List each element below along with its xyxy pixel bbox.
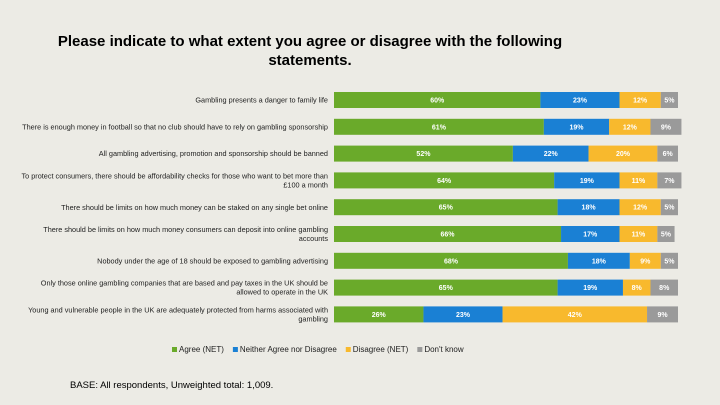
data-label: 65% — [439, 205, 454, 212]
data-label: 8% — [632, 285, 643, 292]
category-label: Nobody under the age of 18 should be exp… — [97, 256, 328, 265]
category-label: To protect consumers, there should be af… — [21, 172, 328, 190]
data-label: 5% — [661, 232, 672, 239]
bar-segment — [650, 118, 682, 135]
data-label: 19% — [570, 124, 585, 131]
legend-label: Neither Agree nor Disagree — [240, 345, 337, 354]
data-label: 5% — [664, 98, 675, 105]
category-label: Young and vulnerable people in the UK ar… — [28, 306, 328, 324]
data-label: 23% — [573, 98, 588, 105]
data-label: 42% — [568, 312, 583, 319]
data-label: 20% — [616, 151, 631, 158]
data-label: 19% — [580, 178, 595, 185]
data-label: 6% — [663, 151, 674, 158]
data-label: 12% — [633, 98, 648, 105]
data-label: 11% — [632, 178, 646, 185]
bar-segment — [619, 199, 661, 216]
data-label: 12% — [633, 205, 648, 212]
data-label: 7% — [664, 178, 675, 185]
bar-segment — [619, 226, 658, 242]
bar-segment — [334, 306, 424, 323]
bar-segment — [557, 199, 620, 216]
bar-segment — [657, 226, 675, 242]
data-label: 64% — [437, 178, 452, 185]
category-label: There should be limits on how much money… — [61, 203, 328, 212]
data-label: 12% — [623, 124, 638, 131]
data-label: 18% — [592, 258, 607, 265]
data-label: 60% — [430, 98, 445, 105]
base-note: BASE: All respondents, Unweighted total:… — [70, 380, 274, 391]
legend-swatch — [232, 347, 238, 352]
bar-segment — [561, 226, 620, 242]
data-label: 22% — [544, 151, 559, 158]
data-label: 52% — [416, 151, 431, 158]
bar-segment — [657, 145, 678, 162]
chart-title: Please indicate to what extent you agree… — [57, 33, 563, 69]
data-label: 68% — [444, 258, 459, 265]
data-label: 11% — [632, 232, 646, 239]
bar-segment — [334, 92, 541, 108]
data-label: 9% — [661, 124, 672, 131]
bar-segment — [619, 92, 661, 108]
data-label: 5% — [664, 258, 675, 265]
category-label: There is enough money in football so tha… — [22, 122, 328, 131]
bar-segment — [334, 226, 562, 242]
bar-segment — [647, 306, 678, 323]
bar-segment — [334, 118, 544, 135]
legend-swatch — [345, 347, 351, 352]
data-label: 5% — [664, 205, 675, 212]
category-label: Only those online gambling companies tha… — [41, 279, 328, 297]
data-label: 65% — [439, 285, 454, 292]
bar-segment — [660, 252, 678, 269]
data-label: 26% — [372, 312, 387, 319]
bar-segment — [609, 118, 651, 135]
data-label: 66% — [441, 232, 456, 239]
category-label: Gambling presents a danger to family lif… — [195, 96, 328, 105]
bar-segment — [334, 145, 513, 162]
data-label: 9% — [640, 258, 651, 265]
bar-segment — [540, 92, 620, 108]
legend-label: Disagree (NET) — [353, 345, 409, 354]
data-label: 61% — [432, 124, 447, 131]
category-label: All gambling advertising, promotion and … — [99, 149, 328, 158]
data-label: 8% — [659, 285, 670, 292]
data-label: 17% — [583, 232, 598, 239]
bar-segment — [588, 145, 658, 162]
bar-segment — [502, 306, 648, 323]
bar-segment — [334, 252, 568, 269]
legend-label: Agree (NET) — [179, 345, 224, 354]
legend-swatch — [417, 347, 423, 352]
legend-swatch — [172, 347, 177, 352]
bar-segment — [512, 145, 589, 162]
bar-segment — [619, 172, 658, 189]
bar-segment — [660, 92, 678, 108]
legend-label: Don't know — [424, 345, 464, 354]
bar-segment — [629, 252, 661, 269]
bar-segment — [567, 252, 630, 269]
data-label: 23% — [456, 312, 471, 319]
data-label: 19% — [583, 285, 598, 292]
bar-segment — [334, 199, 558, 216]
bar-segment — [622, 279, 651, 296]
bar-segment — [334, 172, 555, 189]
bar-segment — [554, 172, 620, 189]
bar-segment — [650, 279, 678, 296]
bar-segment — [334, 279, 558, 296]
category-label: There should be limits on how much money… — [43, 225, 328, 243]
data-label: 18% — [582, 205, 597, 212]
bar-segment — [657, 172, 682, 189]
bar-segment — [423, 306, 503, 323]
data-label: 9% — [657, 312, 668, 319]
bar-segment — [660, 199, 678, 216]
bar-segment — [557, 279, 623, 296]
bar-segment — [543, 118, 610, 135]
